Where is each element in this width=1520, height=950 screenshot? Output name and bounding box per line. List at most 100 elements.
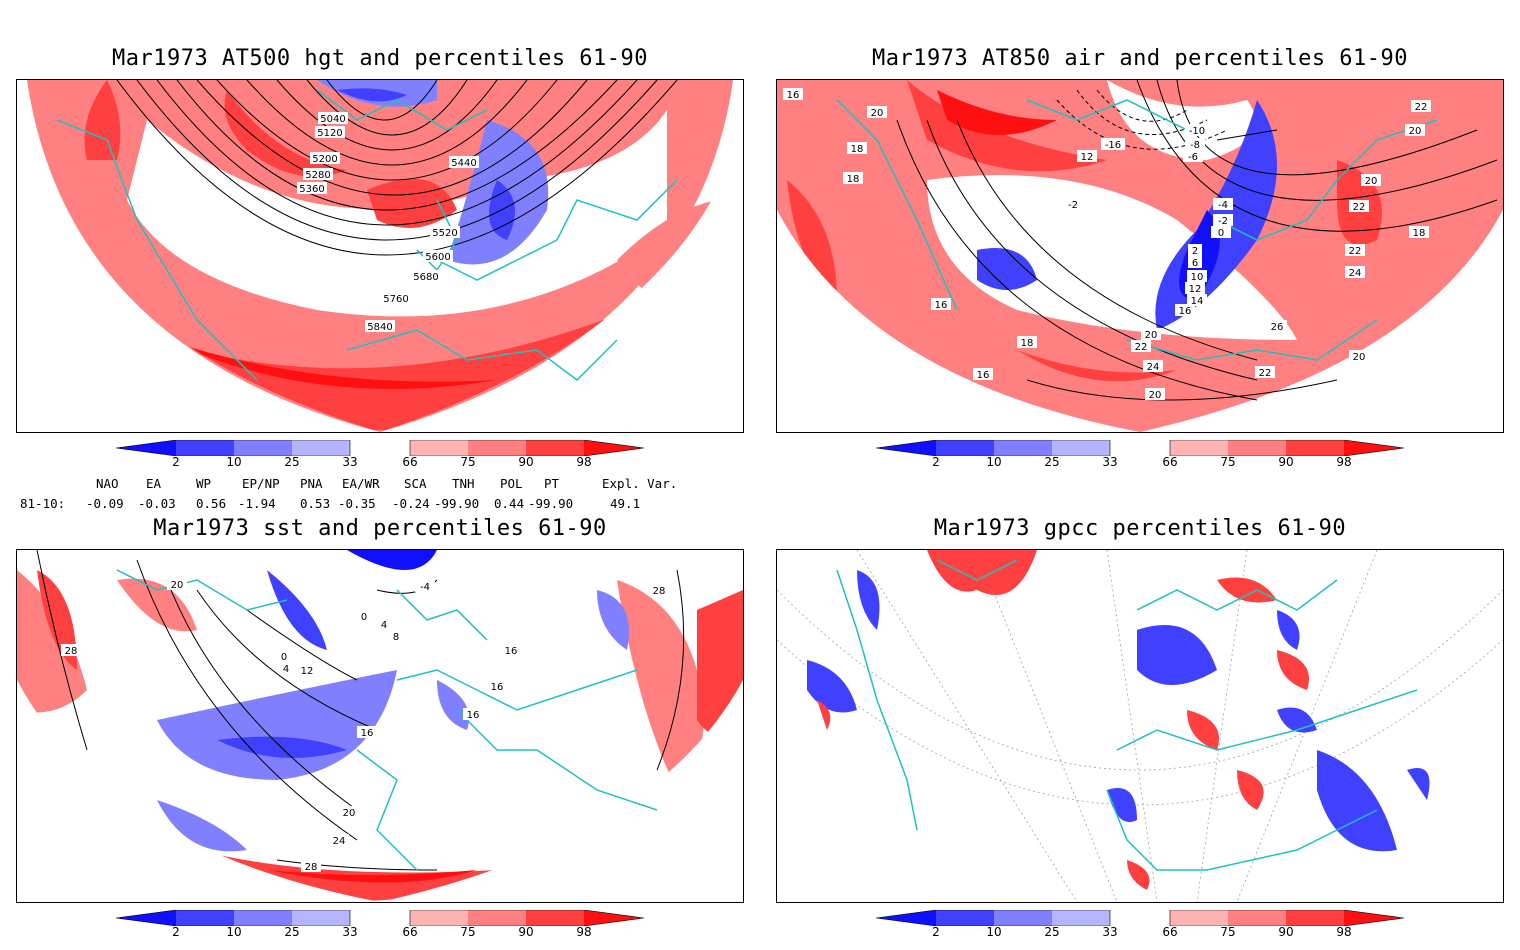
contour-label: 28 (305, 862, 318, 873)
colorbar-swatch (1286, 440, 1344, 456)
contour-label: 8 (393, 632, 399, 643)
colorbar-label: 25 (284, 455, 300, 469)
colorbar-label: 66 (1162, 455, 1178, 469)
table-header: Expl. Var. (602, 476, 678, 491)
contour-label: 18 (851, 144, 864, 155)
colorbar-swatches (115, 439, 645, 457)
contour-label: 28 (65, 646, 78, 657)
colorbar-label: 75 (460, 455, 476, 469)
colorbar-swatch (994, 910, 1052, 926)
colorbar-swatch (936, 910, 994, 926)
contour-label: -6 (1188, 152, 1198, 163)
colorbar-swatch (116, 440, 176, 456)
contour-label: 20 (343, 808, 356, 819)
colorbar-swatch (936, 440, 994, 456)
contour-label: 18 (1021, 338, 1034, 349)
contour-label: 22 (1353, 202, 1366, 213)
contour-label: 2 (1192, 246, 1198, 257)
contour-label: 16 (977, 370, 990, 381)
colorbar-swatch (410, 910, 468, 926)
colorbar-label: 10 (986, 925, 1002, 939)
colorbar-swatch (176, 910, 234, 926)
map-hgt500-canvas: 5040 5120 5200 5280 5360 5440 5520 5600 … (27, 80, 733, 432)
map-gpcc-canvas (777, 550, 1503, 902)
colorbar-swatch (1052, 910, 1110, 926)
colorbar-label: 10 (226, 925, 242, 939)
contour-label: 16 (787, 90, 800, 101)
contour-label: 18 (1413, 228, 1426, 239)
contour-label: 5280 (305, 170, 330, 181)
table-header: POL (500, 476, 523, 491)
colorbar-label: 98 (576, 455, 592, 469)
colorbar-swatch (1052, 440, 1110, 456)
table-cell: -99.90 (528, 496, 574, 511)
contour-label: 20 (1409, 126, 1422, 137)
colorbar-label: 66 (402, 925, 418, 939)
contour-label: -10 (1189, 126, 1205, 137)
table-header: SCA (404, 476, 427, 491)
contour-label: 16 (935, 300, 948, 311)
contour-label: 0 (281, 652, 287, 663)
contour-label: 22 (1415, 102, 1428, 113)
contour-label: 4 (381, 620, 387, 631)
contour-label: 22 (1135, 342, 1148, 353)
panel-title-sst: Mar1973 sst and percentiles 61-90 (153, 516, 607, 541)
colorbar-swatch (1170, 440, 1228, 456)
contour-label: 20 (1365, 176, 1378, 187)
colorbar-swatch (234, 910, 292, 926)
colorbar-label: 75 (1220, 455, 1236, 469)
colorbar-label: 2 (172, 925, 180, 939)
colorbar-label: 98 (1336, 925, 1352, 939)
contour-label: 20 (1145, 330, 1158, 341)
contour-label: 24 (1147, 362, 1160, 373)
contour-label: 5520 (432, 228, 457, 239)
colorbar-swatches (875, 909, 1405, 927)
colorbar-swatches (115, 909, 645, 927)
table-row-label: 81-10: (20, 496, 66, 511)
contour-label: -4 (420, 582, 430, 593)
contour-label: 20 (871, 108, 884, 119)
table-header: EA/WR (342, 476, 380, 491)
colorbar-label: 33 (342, 455, 358, 469)
table-header: PNA (300, 476, 323, 491)
table-header: EP/NP (242, 476, 280, 491)
contour-label: 5840 (367, 322, 392, 333)
table-cell: 0.53 (300, 496, 331, 511)
table-cell: 49.1 (610, 496, 641, 511)
contour-label: 24 (1349, 268, 1362, 279)
colorbar-sst: 2 10 25 33 66 75 90 98 (115, 909, 645, 950)
colorbar-swatch (1228, 910, 1286, 926)
colorbar-label: 90 (518, 455, 534, 469)
table-header: WP (196, 476, 212, 491)
table-header: EA (146, 476, 162, 491)
colorbar-label: 66 (1162, 925, 1178, 939)
contour-label: 14 (1191, 296, 1204, 307)
colorbar-gpcc: 2 10 25 33 66 75 90 98 (875, 909, 1405, 950)
colorbar-label: 33 (1102, 925, 1118, 939)
colorbar-hgt500: 2 10 25 33 66 75 90 98 (115, 439, 645, 480)
colorbar-air850: 2 10 25 33 66 75 90 98 (875, 439, 1405, 480)
contour-label: 10 (1191, 272, 1204, 283)
contour-label: 24 (333, 836, 346, 847)
colorbar-swatch (292, 440, 350, 456)
colorbar-label: 66 (402, 455, 418, 469)
colorbar-swatch (292, 910, 350, 926)
contour-label: 12 (301, 666, 314, 677)
colorbar-swatch (1170, 910, 1228, 926)
colorbar-swatch (410, 440, 468, 456)
colorbar-swatch (1228, 440, 1286, 456)
teleconnection-table: NAO EA WP EP/NP PNA EA/WR SCA TNH POL PT… (20, 476, 720, 512)
colorbar-label: 90 (1278, 455, 1294, 469)
table-cell: -99.90 (434, 496, 480, 511)
colorbar-label: 10 (986, 455, 1002, 469)
contour-label: 20 (1149, 390, 1162, 401)
contour-label: 5680 (413, 272, 438, 283)
panel-title-air850: Mar1973 AT850 air and percentiles 61-90 (871, 46, 1409, 71)
contour-label: 12 (1189, 284, 1202, 295)
map-hgt500: 5040 5120 5200 5280 5360 5440 5520 5600 … (16, 79, 744, 433)
contour-label: -2 (1068, 200, 1078, 211)
panel-title-gpcc: Mar1973 gpcc percentiles 61-90 (933, 516, 1347, 541)
table-cell: 0.56 (196, 496, 227, 511)
map-sst: 20 28 28 0 4 8 12 16 20 24 28 16 16 16 8… (16, 549, 744, 903)
contour-label: -16 (1105, 140, 1121, 151)
